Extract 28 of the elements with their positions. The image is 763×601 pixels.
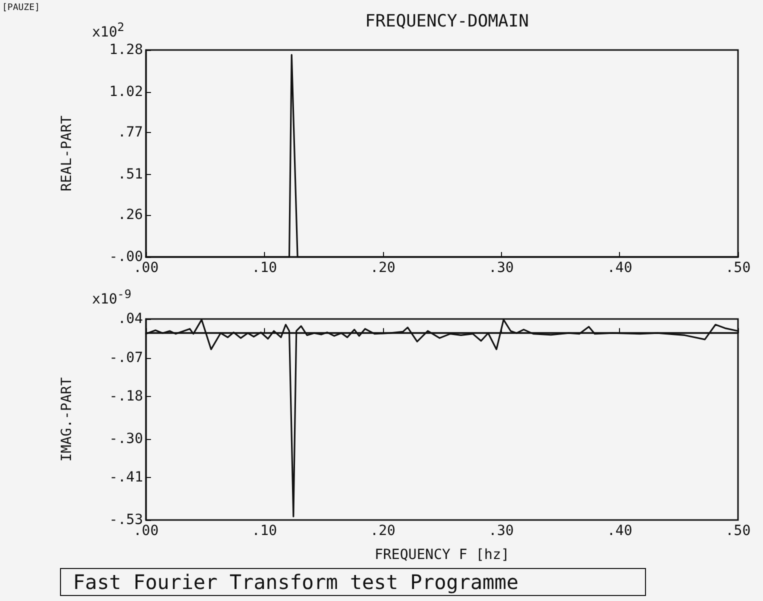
x-tick-label: .10 (252, 523, 278, 539)
y-tick-label: -.41 (109, 470, 143, 486)
y-tick-label: 1.28 (109, 42, 143, 58)
x-tick-label: .20 (370, 523, 396, 539)
y-tick-label: 1.02 (109, 84, 143, 100)
x-tick-label: .40 (606, 260, 632, 276)
y-tick-label: -.18 (109, 388, 143, 405)
text: [PAUZE] (2, 3, 40, 13)
text: x10$^{2}$ (92, 20, 124, 41)
x-tick-label: .30 (488, 523, 514, 539)
y-tick-label: .04 (118, 311, 143, 327)
x-tick-label: .50 (725, 523, 751, 539)
y-tick-label: -.07 (109, 350, 143, 366)
y-axis-title: REAL-PART (59, 115, 75, 192)
y-tick-label: .26 (118, 206, 143, 223)
x-tick-label: .30 (488, 260, 514, 276)
y-axis-title: IMAG.-PART (59, 376, 75, 462)
chart-title: FREQUENCY-DOMAIN (365, 12, 529, 32)
x-tick-label: .20 (370, 260, 396, 276)
y-tick-label: .51 (118, 166, 143, 183)
x-axis-title: FREQUENCY F [hz] (374, 547, 510, 563)
x-tick-label: .50 (725, 260, 751, 276)
text: Fast Fourier Transform test Programme (60, 568, 646, 596)
y-tick-label: .77 (118, 124, 143, 140)
x-tick-label: .40 (606, 523, 632, 539)
y-tick-label: -.30 (109, 430, 143, 447)
text: x10$^{-9}$ (92, 287, 132, 308)
x-tick-label: .10 (252, 260, 278, 276)
